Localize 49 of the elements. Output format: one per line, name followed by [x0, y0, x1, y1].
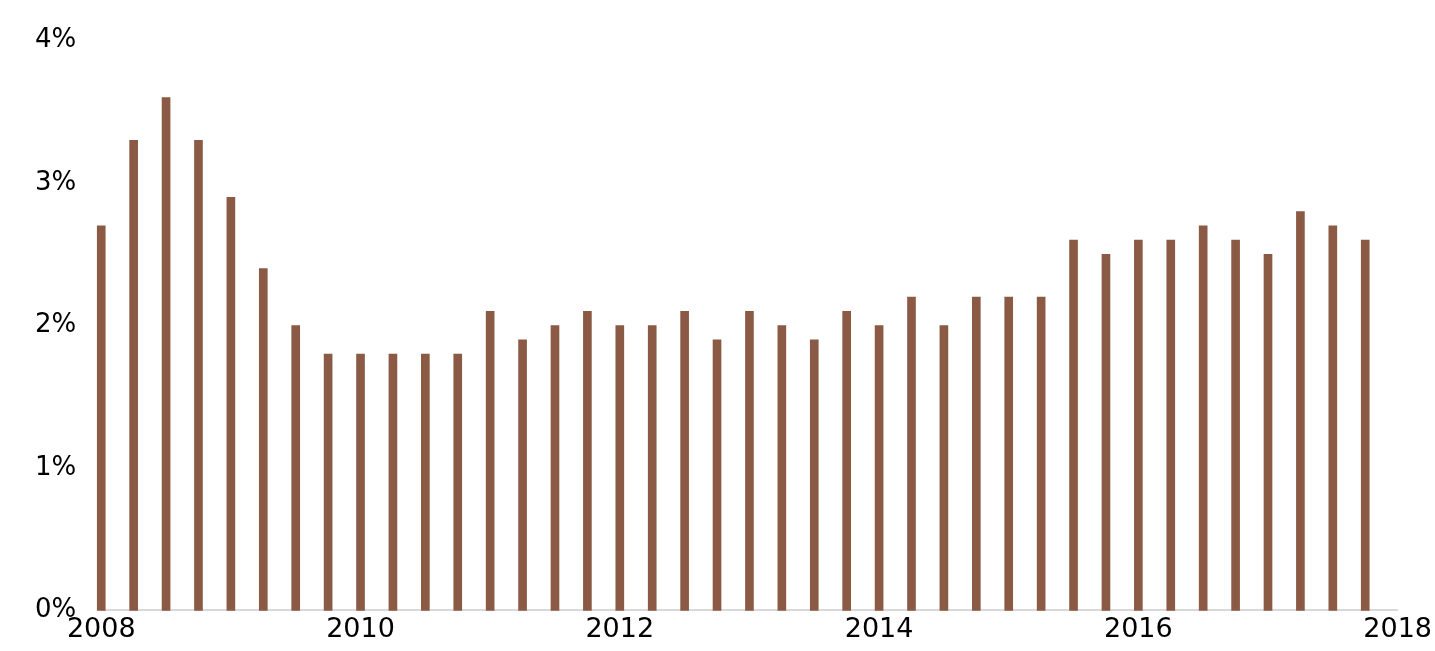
bar: [907, 296, 916, 611]
bar: [1198, 225, 1208, 611]
bar: [258, 268, 268, 611]
y-tick-label: 1%: [35, 450, 77, 481]
bar: [874, 325, 884, 611]
bar: [1004, 296, 1014, 611]
bar: [1296, 211, 1305, 611]
bar: [777, 325, 787, 611]
bar: [712, 339, 722, 611]
x-tick-label: 2010: [326, 611, 395, 643]
x-tick-label: 2014: [844, 611, 914, 643]
bar: [226, 196, 236, 611]
bar: [1036, 296, 1046, 611]
bar: [647, 325, 657, 611]
bar: [96, 225, 106, 611]
bar: [518, 339, 527, 611]
bar: [971, 296, 981, 611]
x-tick-label: 2018: [1363, 611, 1432, 643]
bar: [194, 139, 203, 611]
bar: [1166, 239, 1176, 611]
bar: [1328, 225, 1338, 611]
bar: [615, 325, 625, 611]
bar: [388, 353, 398, 611]
bar: [291, 325, 301, 611]
bar: [161, 97, 171, 611]
bar: [583, 310, 592, 611]
bar: [323, 353, 333, 611]
bar: [1360, 239, 1370, 611]
y-tick-label: 3%: [35, 165, 77, 196]
bar: [1069, 239, 1078, 611]
x-tick-label: 2016: [1104, 611, 1173, 643]
bar: [453, 353, 463, 611]
bar: [1263, 253, 1273, 611]
bar: [356, 353, 365, 611]
bar: [809, 339, 819, 611]
bar: [485, 310, 495, 611]
bar: [680, 310, 689, 611]
y-tick-label: 2%: [35, 308, 77, 339]
bar: [550, 325, 560, 611]
bar: [842, 310, 852, 611]
bar: [421, 353, 430, 611]
bar: [1101, 253, 1111, 611]
bar: [1134, 239, 1143, 611]
x-tick-label: 2012: [585, 611, 655, 643]
bar: [745, 310, 754, 611]
y-tick-label: 4%: [35, 23, 77, 54]
bar: [939, 325, 949, 611]
bar: [1231, 239, 1240, 611]
bar: [129, 139, 138, 611]
